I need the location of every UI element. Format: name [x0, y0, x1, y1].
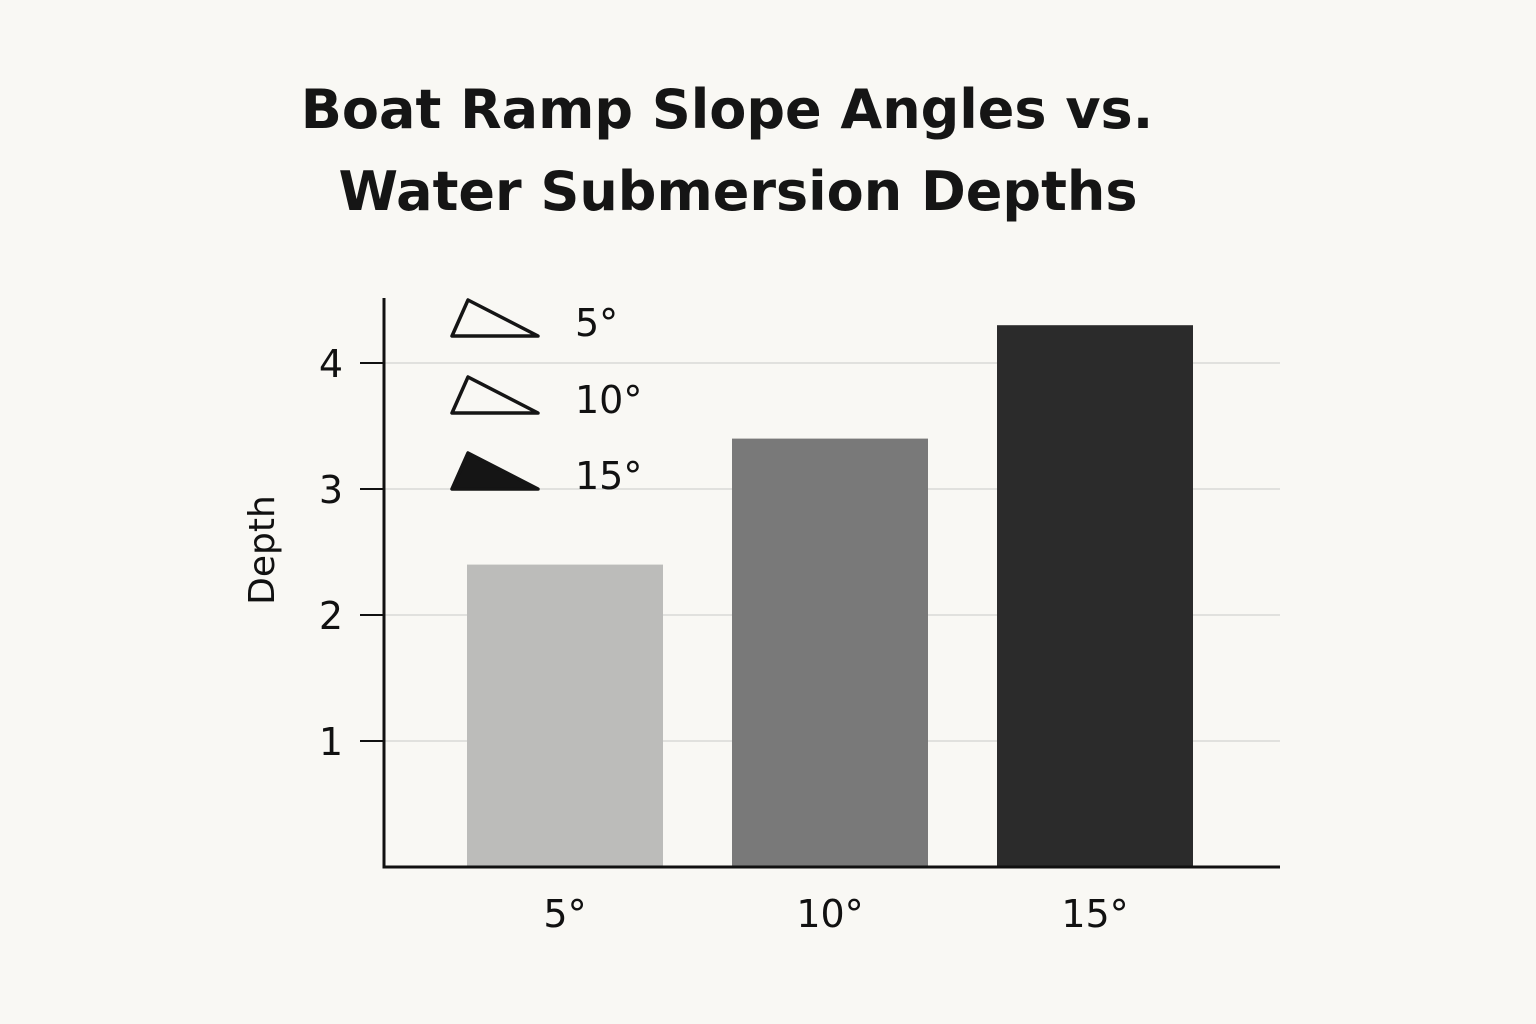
bar-2	[732, 438, 928, 867]
bar-3	[997, 325, 1193, 867]
legend-outline-triangle-icon-1	[450, 298, 540, 338]
x-tick-label: 10°	[796, 892, 863, 936]
legend: 5° 10° 15°	[450, 298, 642, 498]
bars	[467, 325, 1193, 867]
y-axis-label: Depth	[242, 495, 283, 605]
legend-label-3: 15°	[575, 454, 642, 498]
axes	[382, 298, 1280, 869]
chart-title-line-2: Water Submersion Depths	[339, 160, 1138, 223]
chart-title-line-1: Boat Ramp Slope Angles vs.	[301, 78, 1153, 141]
x-tick-label: 5°	[543, 892, 586, 936]
legend-label-2: 10°	[575, 378, 642, 422]
bar-1	[467, 564, 663, 867]
y-tick-label: 4	[319, 342, 343, 386]
legend-filled-triangle-icon-3	[450, 451, 540, 491]
y-tick-label: 1	[319, 720, 343, 764]
legend-outline-triangle-icon-2	[450, 375, 540, 415]
y-tick-label: 3	[319, 468, 343, 512]
x-tick-labels: 5° 10° 15°	[543, 892, 1128, 936]
x-tick-label: 15°	[1061, 892, 1128, 936]
y-tick-labels: 1 2 3 4	[319, 342, 343, 764]
y-tick-label: 2	[319, 594, 343, 638]
legend-label-1: 5°	[575, 301, 618, 345]
